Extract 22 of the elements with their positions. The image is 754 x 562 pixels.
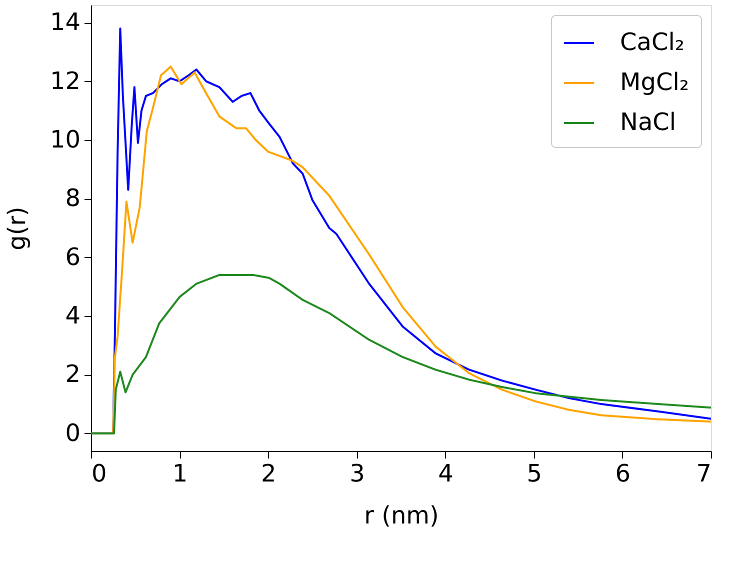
x-tick-label: 6 [615,460,631,488]
legend-label: CaCl₂ [620,28,685,56]
legend-label: NaCl [620,108,676,136]
y-axis-title: g(r) [2,206,31,250]
x-tick-label: 2 [261,460,276,488]
y-tick-label: 0 [65,418,80,447]
y-tick-label: 14 [50,8,80,36]
y-tick-label: 10 [50,125,80,154]
x-tick-label: 5 [526,460,542,488]
x-tick-label: 0 [92,460,107,488]
y-tick-label: 2 [65,360,80,388]
x-tick-label: 4 [438,460,454,488]
legend-label: MgCl₂ [620,68,689,96]
x-tick-label: 1 [172,460,188,488]
y-tick-label: 4 [65,302,80,330]
x-tick-label: 7 [696,460,712,488]
x-axis-title: r (nm) [364,502,439,530]
y-tick-label: 6 [65,242,80,271]
y-tick-label: 12 [50,66,80,95]
line-series [91,274,711,434]
x-tick-label: 3 [350,460,365,488]
y-tick-label: 8 [65,184,80,212]
